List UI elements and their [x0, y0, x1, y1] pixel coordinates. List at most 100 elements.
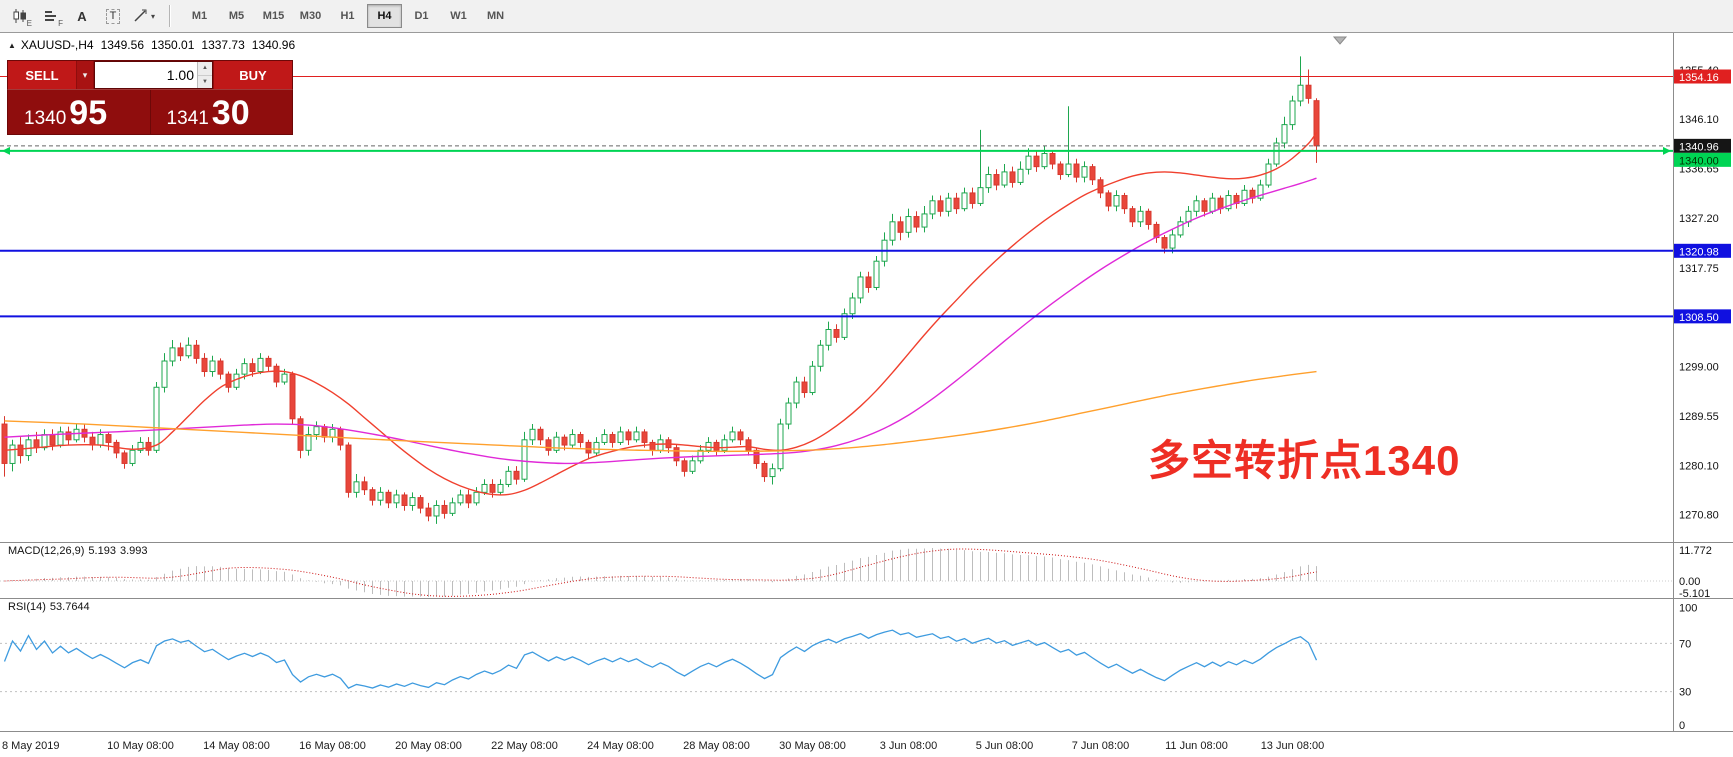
sell-price-pips: 95: [69, 94, 108, 132]
price-axis-label: 1327.20: [1679, 213, 1719, 225]
time-axis-label: 7 Jun 08:00: [1072, 740, 1130, 752]
icon-sublabel-f: F: [58, 19, 63, 28]
rsi-value: 53.7644: [49, 601, 90, 613]
chart-shift-marker-icon[interactable]: [1332, 36, 1348, 45]
time-axis-label: 30 May 08:00: [779, 740, 846, 752]
buy-price-main: 1341: [166, 108, 209, 129]
price-axis-label: 1289.55: [1679, 411, 1719, 423]
support2-price-marker: [1674, 309, 1731, 324]
time-axis-label: 22 May 08:00: [491, 740, 558, 752]
arrow-tool-button[interactable]: A: [68, 3, 96, 29]
candlestick-chart-icon: [13, 9, 26, 23]
trendline-tool-icon: [134, 9, 147, 22]
time-axis-label: 8 May 2019: [2, 740, 59, 752]
macd-axis-label: 11.772: [1679, 545, 1712, 557]
sell-price-display[interactable]: 1340 95: [8, 90, 150, 134]
volume-input[interactable]: [95, 62, 197, 88]
timeframe-button-m15[interactable]: M15: [262, 10, 285, 22]
timeframe-button-m1[interactable]: M1: [191, 10, 208, 22]
window-marker-icon: ▲: [8, 40, 16, 50]
buy-button[interactable]: BUY: [214, 61, 292, 89]
price-axis-label: 1317.75: [1679, 263, 1719, 275]
arrow-tool-icon: A: [77, 8, 87, 24]
chart-annotation-text: 多空转折点1340: [1148, 437, 1461, 484]
rsi-name: RSI(14): [8, 601, 46, 613]
macd-axis-label: -5.101: [1679, 588, 1710, 600]
ma-medium-line: [4, 177, 1317, 465]
macd-value-signal: 3.993: [119, 545, 148, 557]
high-value: 1350.01: [151, 38, 195, 52]
ma-fast-line: [4, 132, 1318, 496]
macd-name: MACD(12,26,9): [8, 545, 85, 557]
support1-price-marker: [1674, 243, 1731, 258]
price-chart[interactable]: 1355.401346.101336.651327.201317.751299.…: [0, 33, 1733, 757]
time-axis-label: 5 Jun 08:00: [976, 740, 1034, 752]
timeframe-button-m30[interactable]: M30: [299, 10, 322, 22]
chart-type-candles-button[interactable]: E: [6, 3, 34, 29]
chart-title-bar: ▲ XAUUSD-,H4 1349.56 1350.01 1337.73 134…: [8, 38, 295, 52]
chart-window: 1355.401346.101336.651327.201317.751299.…: [0, 33, 1733, 757]
svg-text:1340.96: 1340.96: [1679, 141, 1719, 153]
timeframe-button-h1[interactable]: H1: [340, 10, 355, 22]
rsi-axis-label: 100: [1679, 602, 1697, 614]
ma-slow-line: [4, 370, 1317, 453]
macd-indicator-label: MACD(12,26,9) 5.193 3.993: [8, 545, 147, 557]
sell-button[interactable]: SELL: [8, 61, 76, 89]
volume-input-wrap: ▲ ▼: [94, 61, 213, 89]
line-chart-icon: [45, 11, 56, 21]
svg-text:1308.50: 1308.50: [1679, 312, 1719, 324]
toolbar-separator: [169, 5, 171, 27]
svg-text:1354.16: 1354.16: [1679, 72, 1719, 84]
time-axis-label: 10 May 08:00: [107, 740, 174, 752]
time-axis-label: 11 Jun 08:00: [1165, 740, 1228, 752]
text-tool-button[interactable]: T: [99, 3, 127, 29]
timeframe-button-h4[interactable]: H4: [367, 4, 402, 28]
rsi-axis-label: 0: [1679, 720, 1685, 732]
low-value: 1337.73: [201, 38, 245, 52]
buy-price-display[interactable]: 1341 30: [149, 90, 293, 134]
chevron-down-icon: ▾: [150, 11, 155, 21]
icon-sublabel-e: E: [26, 19, 32, 28]
sell-price-main: 1340: [24, 108, 67, 129]
resistance-price-marker: [1674, 69, 1731, 84]
volume-increment-button[interactable]: ▲: [198, 62, 212, 76]
svg-text:1320.98: 1320.98: [1679, 246, 1719, 258]
hline-right-arrow-icon: [1663, 146, 1671, 155]
time-axis-label: 16 May 08:00: [299, 740, 366, 752]
time-axis-label: 14 May 08:00: [203, 740, 270, 752]
timeframe-button-d1[interactable]: D1: [414, 10, 429, 22]
macd-signal-line: [4, 548, 1317, 597]
volume-spinner: ▲ ▼: [197, 62, 212, 88]
svg-text:1340.00: 1340.00: [1679, 155, 1719, 167]
time-axis-label: 20 May 08:00: [395, 740, 462, 752]
chart-type-line-button[interactable]: F: [37, 3, 65, 29]
macd-axis-label: 0.00: [1679, 576, 1700, 588]
time-axis-label: 13 Jun 08:00: [1261, 740, 1325, 752]
macd-value-main: 5.193: [88, 545, 116, 557]
timeframe-button-w1[interactable]: W1: [450, 10, 467, 22]
price-axis-label: 1270.80: [1679, 509, 1719, 521]
candles: [1, 56, 1320, 524]
hline-left-arrow-icon: [2, 146, 10, 155]
price-axis-label: 1299.00: [1679, 361, 1719, 373]
volume-decrement-button[interactable]: ▼: [198, 75, 212, 88]
buy-price-pips: 30: [211, 94, 250, 132]
rsi-axis-label: 70: [1679, 638, 1691, 650]
rsi-axis-label: 30: [1679, 687, 1691, 699]
time-axis-label: 28 May 08:00: [683, 740, 750, 752]
text-tool-icon: T: [105, 8, 121, 24]
pivot-price-marker: [1674, 152, 1731, 167]
one-click-trading-panel: SELL ▾ ▲ ▼ BUY 1340 95 1341 30: [7, 60, 293, 135]
price-axis-label: 1280.10: [1679, 461, 1719, 473]
timeframe-button-mn[interactable]: MN: [486, 10, 505, 22]
timeframe-toolbar: M1 M5 M15 M30 H1 H4 D1 W1 MN: [182, 4, 513, 28]
time-axis-label: 24 May 08:00: [587, 740, 654, 752]
open-value: 1349.56: [100, 38, 144, 52]
close-value: 1340.96: [251, 38, 296, 52]
timeframe-button-m5[interactable]: M5: [228, 10, 245, 22]
symbol-period-label: XAUUSD-,H4: [20, 38, 94, 52]
rsi-indicator-label: RSI(14) 53.7644: [8, 601, 90, 613]
drawing-tools-button[interactable]: ▾: [130, 3, 158, 29]
toolbar: E F A T ▾ M1 M5 M15 M30 H1 H4 D1 W1 MN: [0, 0, 1733, 33]
volume-dropdown-button[interactable]: ▾: [77, 61, 93, 89]
